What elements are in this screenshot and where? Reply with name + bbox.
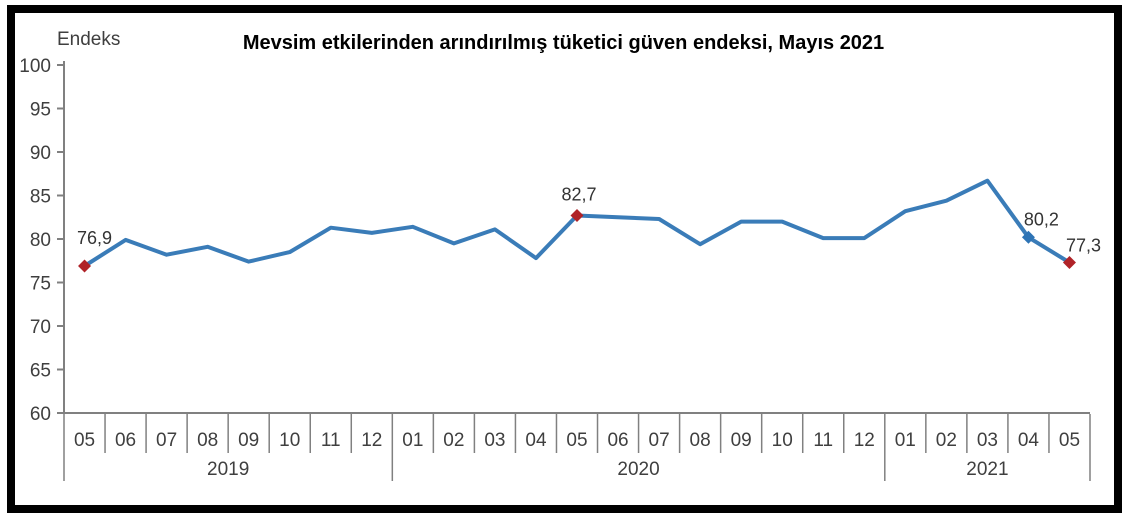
month-tick-label: 11 (813, 430, 833, 451)
y-tick-label: 95 (30, 100, 51, 121)
marker-diamond (78, 259, 92, 273)
y-tick-label: 65 (30, 361, 51, 382)
chart-title: Mevsim etkilerinden arındırılmış tüketic… (242, 32, 885, 54)
month-tick-label: 07 (156, 430, 177, 451)
month-tick-label: 07 (649, 430, 670, 451)
month-tick-label: 06 (115, 430, 136, 451)
month-tick-label: 12 (854, 430, 875, 451)
y-axis-unit-label: Endeks (57, 29, 121, 50)
point-value-label: 77,3 (1066, 235, 1101, 255)
chart-frame (7, 5, 1122, 513)
month-tick-label: 10 (772, 430, 793, 451)
y-tick-label: 75 (30, 274, 51, 295)
month-tick-label: 05 (566, 430, 587, 451)
y-tick-label: 80 (30, 230, 51, 251)
month-tick-label: 08 (690, 430, 711, 451)
point-value-label: 76,9 (77, 228, 112, 248)
y-tick-label: 70 (30, 317, 51, 338)
month-tick-label: 11 (321, 430, 341, 451)
year-label: 2020 (617, 459, 659, 480)
month-tick-label: 06 (607, 430, 628, 451)
marker-diamond (570, 209, 584, 223)
marker-diamond (1021, 230, 1035, 244)
month-tick-label: 04 (1018, 430, 1040, 451)
month-tick-label: 12 (361, 430, 382, 451)
y-tick-label: 100 (19, 56, 51, 77)
y-tick-label: 85 (30, 187, 51, 208)
month-tick-label: 03 (484, 430, 505, 451)
month-tick-label: 09 (238, 430, 259, 451)
month-tick-label: 01 (895, 430, 916, 451)
year-label: 2021 (966, 459, 1008, 480)
month-tick-label: 09 (731, 430, 752, 451)
month-tick-label: 02 (936, 430, 957, 451)
month-tick-label: 08 (197, 430, 218, 451)
y-tick-label: 60 (30, 404, 51, 425)
month-tick-label: 03 (977, 430, 998, 451)
point-value-label: 80,2 (1024, 209, 1059, 229)
y-tick-label: 90 (30, 143, 51, 164)
month-tick-label: 02 (443, 430, 464, 451)
month-tick-label: 10 (279, 430, 300, 451)
month-tick-label: 01 (402, 430, 423, 451)
month-tick-label: 05 (74, 430, 95, 451)
year-label: 2019 (207, 459, 249, 480)
month-tick-label: 04 (525, 430, 547, 451)
point-value-label: 82,7 (561, 185, 596, 205)
month-tick-label: 05 (1059, 430, 1080, 451)
marker-diamond (1062, 255, 1076, 269)
